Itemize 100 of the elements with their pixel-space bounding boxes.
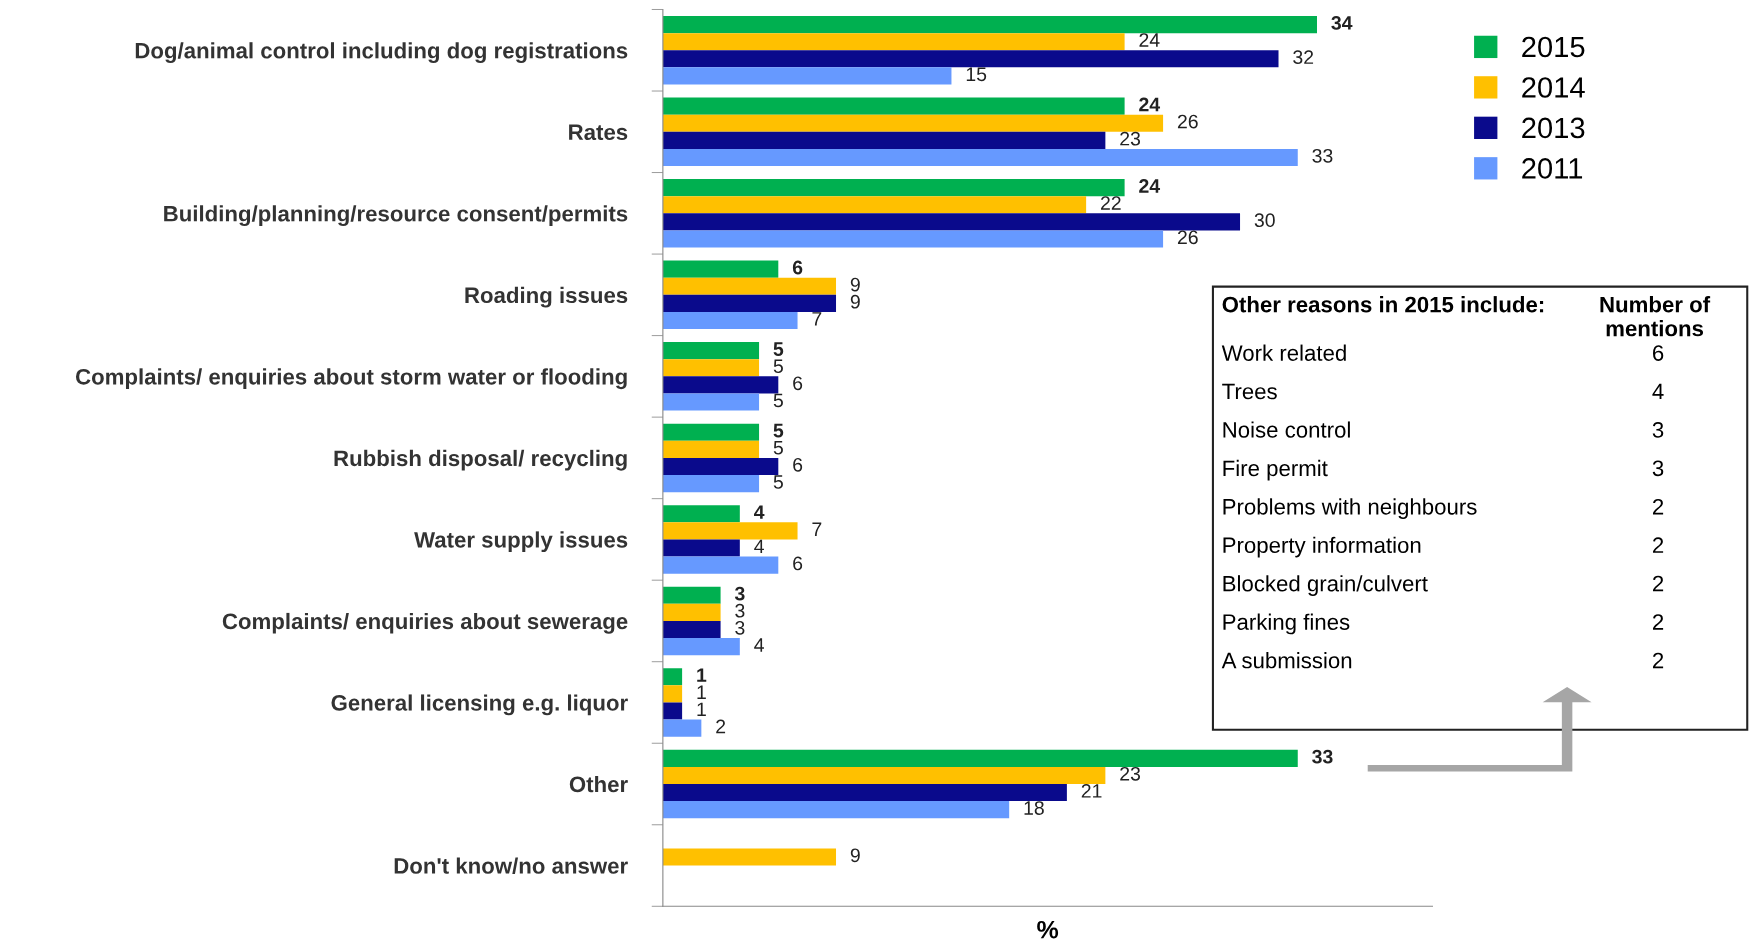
y-tick-label: Building/planning/resource consent/permits [164, 205, 628, 227]
bar [662, 179, 1125, 197]
annotation: A submission [1221, 652, 1352, 669]
text: 2 [1652, 614, 1664, 630]
y-tick-label: Water supply issues [414, 531, 628, 553]
data-label: 33 [1312, 749, 1333, 764]
bar [662, 277, 837, 295]
bar [662, 342, 760, 360]
legend-label: 2015 [1522, 36, 1585, 58]
y-tick-label: Roading issues [465, 286, 628, 308]
data-label: 21 [1081, 784, 1102, 798]
data-label: 9 [850, 277, 860, 292]
bar [662, 556, 779, 574]
bar [662, 97, 1125, 115]
y-tick-label: Complaints/ enquiries about sewerage [222, 612, 628, 634]
annotation: Property information [1223, 536, 1421, 558]
annotation: Fire permit [1223, 459, 1328, 481]
data-label: 5 [773, 475, 783, 489]
data-label: 26 [1177, 230, 1198, 245]
bar [662, 801, 1010, 819]
bar [662, 423, 760, 441]
data-label: 24 [1139, 97, 1161, 112]
y-tick-label: Rates [569, 124, 628, 141]
data-label: 5 [773, 393, 783, 408]
data-label: 24 [1139, 179, 1161, 193]
bar [662, 148, 1298, 167]
annotation: Trees [1222, 383, 1277, 400]
data-label: 32 [1293, 50, 1314, 65]
bar [662, 766, 1106, 784]
bar [662, 784, 1067, 802]
text: 2 [1652, 575, 1664, 592]
text: 3 [1652, 422, 1664, 438]
data-label: 4 [754, 505, 765, 519]
annotation: Blocked grain/culvert [1223, 575, 1428, 596]
bar [662, 131, 1106, 149]
data-label: 34 [1331, 16, 1353, 30]
y-tick-label: Rubbish disposal/ recycling [334, 449, 627, 471]
bar [662, 359, 760, 377]
data-label: 3 [735, 620, 745, 635]
bar [662, 749, 1298, 767]
bar [662, 393, 760, 411]
data-label: 5 [773, 359, 783, 374]
bar [662, 620, 721, 639]
bar [662, 260, 779, 278]
bar [662, 33, 1125, 51]
x-axis-title: % [1037, 920, 1059, 939]
bar [662, 67, 952, 85]
data-label: 1 [697, 685, 706, 699]
y-tick-label: Dog/animal control including dog registrations [135, 42, 628, 64]
data-label: 24 [1139, 33, 1160, 47]
y-tick-label: General licensing e.g. liquor [331, 694, 628, 716]
data-label: 3 [734, 586, 745, 601]
data-label: 30 [1254, 213, 1275, 228]
text: 2 [1652, 537, 1664, 553]
data-label: 26 [1177, 114, 1198, 129]
data-label: 3 [735, 603, 745, 618]
data-label: 23 [1120, 131, 1141, 146]
bar [662, 638, 740, 656]
text: 6 [1653, 345, 1664, 361]
annotation: Parking fines [1223, 613, 1350, 635]
bar [662, 196, 1087, 214]
data-label: 6 [792, 260, 803, 275]
bar [662, 685, 683, 703]
annotation: Other reasons in 2015 include: [1222, 296, 1544, 313]
bar [662, 848, 837, 866]
data-label: 22 [1101, 196, 1121, 210]
bar [662, 505, 740, 523]
bar [662, 668, 683, 686]
data-label: 6 [793, 556, 803, 571]
legend-label: 2014 [1522, 77, 1585, 98]
bar [662, 294, 837, 312]
bar [662, 539, 740, 557]
legend-label: 2013 [1522, 117, 1585, 139]
annotation: Noise control [1223, 421, 1350, 438]
text: 2 [1652, 498, 1664, 515]
bar [662, 457, 779, 476]
annotation: Problems with neighbours [1223, 498, 1477, 520]
annotation: Work related [1221, 344, 1346, 361]
text: 4 [1652, 383, 1664, 400]
data-label: 7 [812, 312, 822, 326]
bar [662, 311, 798, 330]
bar [662, 213, 1241, 231]
data-label: 6 [793, 457, 803, 472]
legend-label: 2011 [1522, 158, 1583, 179]
data-label: 2 [716, 719, 726, 734]
data-label: 9 [850, 848, 860, 863]
text: 3 [1652, 460, 1664, 477]
data-label: 23 [1120, 766, 1141, 781]
data-label: 7 [812, 522, 822, 536]
data-label: 1 [697, 668, 707, 682]
text: Number of mentions [1600, 296, 1711, 337]
y-tick-label: Don't know/no answer [394, 857, 628, 875]
bar [662, 475, 760, 493]
data-label: 5 [773, 342, 784, 356]
data-label: 33 [1312, 148, 1333, 163]
bar [662, 376, 779, 394]
data-label: 5 [773, 423, 784, 438]
data-label: 15 [966, 67, 987, 82]
data-label: 9 [850, 294, 860, 309]
bar [662, 603, 721, 621]
